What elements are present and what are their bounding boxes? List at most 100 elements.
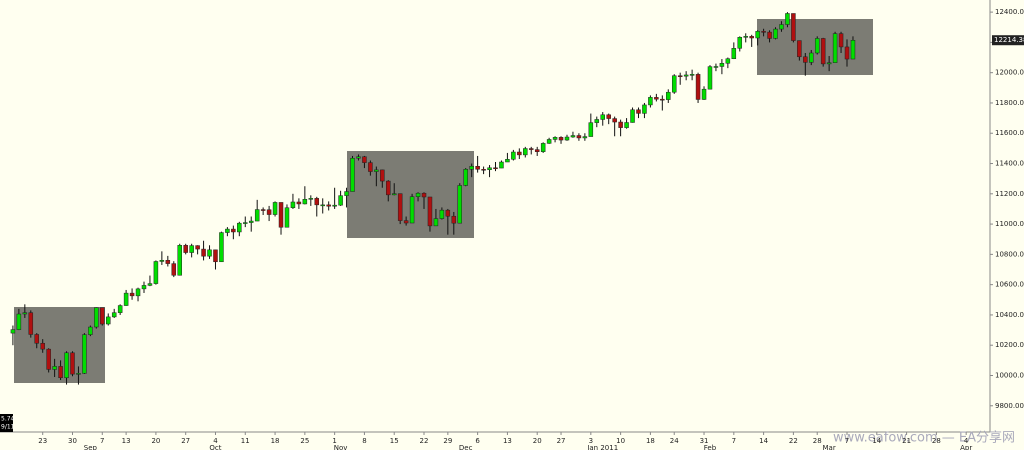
candle-body (546, 139, 552, 144)
candle-body (171, 263, 177, 276)
corner-label: 9/11 (1, 424, 15, 431)
y-tick-label: 12400.00 (995, 8, 1024, 16)
candle-body (76, 373, 81, 375)
candle-body (88, 326, 93, 335)
candle-body (183, 245, 188, 253)
x-tick-label: 24 (670, 437, 679, 445)
candle-body (564, 136, 570, 141)
x-tick-label: 13 (503, 437, 512, 445)
candle-body (10, 329, 16, 334)
candle-body (713, 66, 719, 68)
candle-body (523, 148, 528, 156)
candle-body (511, 151, 516, 160)
candle-body (683, 74, 689, 77)
candle-body (326, 204, 331, 207)
candle-body (505, 159, 510, 163)
corner-box (0, 414, 13, 432)
y-tick-label: 10200.00 (995, 341, 1024, 349)
x-tick-label: 27 (557, 437, 566, 445)
candle-body (248, 220, 254, 223)
candle-body (725, 58, 731, 64)
month-label: Dec (459, 444, 473, 450)
x-tick-label: 28 (813, 437, 822, 445)
candle-body (731, 48, 737, 59)
candle-body (588, 122, 594, 137)
candle-body (320, 204, 325, 207)
x-tick-label: 7 (732, 437, 736, 445)
x-tick-label: 27 (181, 437, 190, 445)
candle-body (237, 222, 242, 233)
x-tick-label: 1 (332, 437, 336, 445)
candle-body (28, 312, 34, 335)
candle-body (457, 185, 463, 224)
y-tick-label: 11200.00 (995, 190, 1024, 198)
x-tick-label: 3 (589, 437, 593, 445)
candle-body (493, 167, 498, 170)
candle-body (463, 169, 468, 186)
candle-body (785, 13, 790, 25)
candle-body (528, 148, 534, 150)
candle-body (22, 312, 28, 315)
candle-body (123, 292, 129, 306)
candle-body (141, 285, 147, 290)
candle-body (469, 165, 474, 170)
candle-body (356, 156, 361, 159)
candle-body (552, 137, 558, 140)
candle-body (147, 283, 153, 286)
x-tick-label: 4 (213, 437, 218, 445)
candle-body (624, 122, 629, 128)
x-tick-label: 7 (100, 437, 104, 445)
candle-body (52, 366, 57, 370)
x-tick-label: 14 (759, 437, 768, 445)
month-label: Feb (704, 444, 717, 450)
candle-body (397, 193, 403, 221)
candle-body (117, 305, 123, 313)
candle-body (743, 36, 748, 38)
candle-body (832, 33, 838, 63)
candle-body (344, 191, 349, 196)
month-label: Nov (334, 444, 348, 450)
x-tick-label: 14 (872, 437, 881, 445)
candle-body (773, 28, 778, 39)
candle-body (487, 167, 492, 170)
corner-label: 5.74 (1, 416, 15, 423)
month-label: Jan 2011 (586, 444, 618, 450)
candle-body (34, 334, 39, 344)
y-tick-label: 11000.00 (995, 220, 1024, 228)
month-label: Oct (209, 444, 221, 450)
x-tick-label: 6 (475, 437, 480, 445)
candle-body (58, 366, 63, 379)
candle-body (100, 307, 105, 325)
x-tick-label: 31 (700, 437, 709, 445)
candle-body (439, 209, 445, 219)
candle-body (243, 222, 248, 224)
candle-body (594, 119, 600, 123)
candle-body (368, 162, 373, 172)
candle-body (260, 209, 266, 211)
candle-body (231, 228, 236, 233)
month-label: Mar (823, 444, 836, 450)
candle-body (779, 24, 784, 30)
candle-body (415, 192, 421, 197)
candle-body (791, 13, 796, 41)
candle-body (820, 38, 826, 65)
month-label: Apr (960, 444, 972, 450)
candle-body (165, 260, 171, 264)
y-tick-label: 11600.00 (995, 129, 1024, 137)
candle-body (213, 249, 218, 263)
candle-body (701, 88, 707, 100)
x-tick-label: 30 (68, 437, 77, 445)
candle-body (809, 52, 814, 63)
candle-body (177, 245, 182, 276)
candle-body (767, 31, 772, 39)
x-tick-label: 18 (646, 437, 655, 445)
x-tick-label: 22 (789, 437, 798, 445)
candle-body (421, 192, 427, 198)
candle-body (266, 209, 272, 215)
candle-body (606, 114, 611, 119)
candle-body (755, 31, 760, 39)
highlight-box (347, 151, 474, 238)
y-tick-label: 12000.00 (995, 69, 1024, 77)
candle-body (600, 114, 605, 120)
